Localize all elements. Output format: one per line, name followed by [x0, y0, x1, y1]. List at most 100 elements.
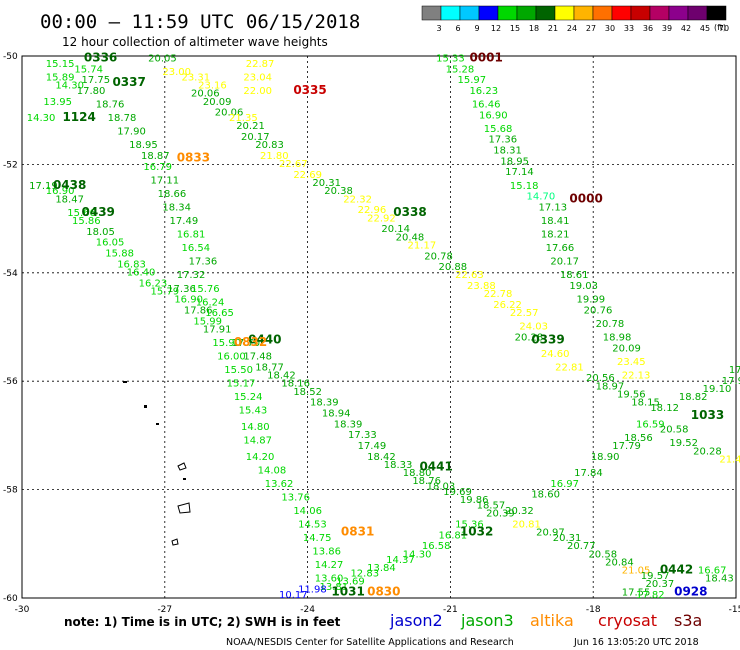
- map-subtitle: 12 hour collection of altimeter wave hei…: [62, 35, 328, 49]
- wave-height-value: 20.56: [586, 373, 615, 384]
- pass-time-label: 0438: [53, 178, 86, 192]
- wave-height-value: 18.95: [500, 156, 529, 167]
- wave-height-value: 14.08: [258, 465, 287, 476]
- wave-height-value: 18.31: [493, 146, 522, 157]
- wave-height-value: 20.83: [255, 140, 284, 151]
- wave-height-value: 15.89: [46, 72, 75, 83]
- wave-height-value: 20.06: [215, 108, 244, 119]
- wave-height-value: 17.49: [358, 441, 387, 452]
- wave-height-value: 18.94: [322, 408, 351, 419]
- colorbar-swatch: [573, 5, 594, 21]
- wave-height-value: 18.03: [427, 482, 456, 493]
- axis-tick-labels: -50 -52 -54 -56 -58 -60-30 -27 -24 -21 -18 -15: [3, 52, 740, 615]
- wave-height-value: 19.69: [443, 487, 472, 498]
- wave-height-value: 13.69: [336, 576, 365, 587]
- wave-height-value: 20.38: [324, 186, 353, 197]
- colorbar-swatch: [478, 5, 499, 21]
- wave-height-value: 21.80: [260, 151, 289, 162]
- wave-height-value: 19.03: [569, 281, 598, 292]
- wave-height-value: 19.57: [641, 571, 670, 582]
- wave-height-value: 16.05: [96, 238, 125, 249]
- wave-height-value: 18.82: [679, 392, 708, 403]
- wave-height-value: 18.42: [267, 370, 296, 381]
- wave-height-value: 18.15: [631, 398, 660, 409]
- wave-height-value: 16.40: [127, 268, 156, 279]
- wave-height-value: 17.91: [203, 324, 232, 335]
- wave-height-value: 22.78: [484, 289, 513, 300]
- pass-time-label: 0832: [234, 335, 267, 349]
- wave-height-value: 18.39: [334, 419, 363, 430]
- wave-height-value: 18.95: [129, 140, 158, 151]
- wave-height-value: 15.76: [191, 284, 220, 295]
- island-shape: [183, 478, 186, 480]
- wave-height-value: 23.31: [181, 72, 210, 83]
- wave-height-value: 22.69: [293, 170, 322, 181]
- wave-height-value: 11.98: [298, 585, 327, 596]
- pass-time-label: 0336: [84, 50, 117, 64]
- lat-tick-label: -50: [3, 52, 18, 62]
- pass-time-label: 0928: [674, 584, 707, 598]
- wave-height-value: 15.28: [446, 64, 475, 75]
- wave-height-value: 22.32: [343, 194, 372, 205]
- wave-height-value: 14.53: [298, 520, 327, 531]
- wave-height-value: 15.17: [227, 379, 256, 390]
- colorbar-label: 39: [662, 24, 672, 33]
- wave-height-value: 22.96: [358, 205, 387, 216]
- island-shape: [144, 405, 147, 408]
- wave-height-value: 17.86: [184, 305, 213, 316]
- wave-height-value: 18.43: [705, 574, 734, 585]
- wave-height-value: 18.90: [591, 452, 620, 463]
- wave-height-value: 24.60: [541, 349, 570, 360]
- wave-height-value: 16.59: [636, 419, 665, 430]
- wave-height-value: 22.87: [246, 59, 275, 70]
- pass-time-label: 0335: [293, 83, 326, 97]
- wave-height-value: 20.97: [536, 528, 565, 539]
- pass-time-label: 0439: [82, 205, 115, 219]
- colorbar-swatch: [706, 5, 727, 21]
- wave-height-value: 20.58: [588, 549, 617, 560]
- colorbar-label: 45: [700, 24, 710, 33]
- island-outlines: [123, 381, 191, 546]
- island-shape: [123, 381, 127, 383]
- wave-height-value: 18.39: [310, 398, 339, 409]
- wave-height-value: 20.31: [553, 533, 582, 544]
- wave-height-value: 14.27: [315, 560, 344, 571]
- pass-time-label: 0440: [248, 332, 281, 346]
- wave-height-value: 22.81: [555, 362, 584, 373]
- wave-height-value: 17.19: [29, 181, 58, 192]
- wave-height-value: 20.05: [148, 53, 177, 64]
- colorbar-label: 12: [491, 24, 501, 33]
- colorbar-label: 9: [474, 24, 479, 33]
- wave-height-value: 16.90: [46, 186, 75, 197]
- wave-height-value: 21.05: [622, 566, 651, 577]
- wave-height-value: 18.98: [603, 333, 632, 344]
- wave-height-value: 15.88: [105, 249, 134, 260]
- wave-height-value: 16.81: [439, 530, 468, 541]
- wave-height-value: 17.96: [722, 376, 740, 387]
- wave-height-value: 20.32: [505, 506, 534, 517]
- wave-height-value: 19.99: [577, 295, 606, 306]
- wave-height-value: 18.21: [541, 230, 570, 241]
- wave-height-value: 16.54: [181, 243, 210, 254]
- colorbar-label: 27: [586, 24, 596, 33]
- wave-height-value: 13.76: [281, 492, 310, 503]
- wave-height-value: 20.09: [612, 343, 641, 354]
- colorbar-swatch: [668, 5, 689, 21]
- wave-height-value: 18.41: [541, 216, 570, 227]
- wave-height-value: 18.80: [403, 468, 432, 479]
- wave-height-value: 24.03: [519, 322, 548, 333]
- island-shape: [177, 462, 187, 471]
- wave-height-value: 15.97: [458, 75, 487, 86]
- colorbar-label: 70: [719, 24, 729, 33]
- legend-note: note: 1) Time is in UTC; 2) SWH is in fe…: [64, 615, 341, 629]
- wave-height-value: 13.86: [312, 547, 341, 558]
- wave-height-value: 14.87: [243, 436, 272, 447]
- colorbar-label: 6: [455, 24, 460, 33]
- wave-height-value: 18.60: [531, 490, 560, 501]
- wave-height-value: 16.46: [472, 99, 501, 110]
- lon-tick-label: -21: [443, 605, 458, 615]
- wave-height-value: 22.67: [279, 159, 308, 170]
- lon-tick-label: -27: [157, 605, 172, 615]
- wave-height-value: 14.30: [27, 113, 56, 124]
- wave-height-value: 18.16: [281, 379, 310, 390]
